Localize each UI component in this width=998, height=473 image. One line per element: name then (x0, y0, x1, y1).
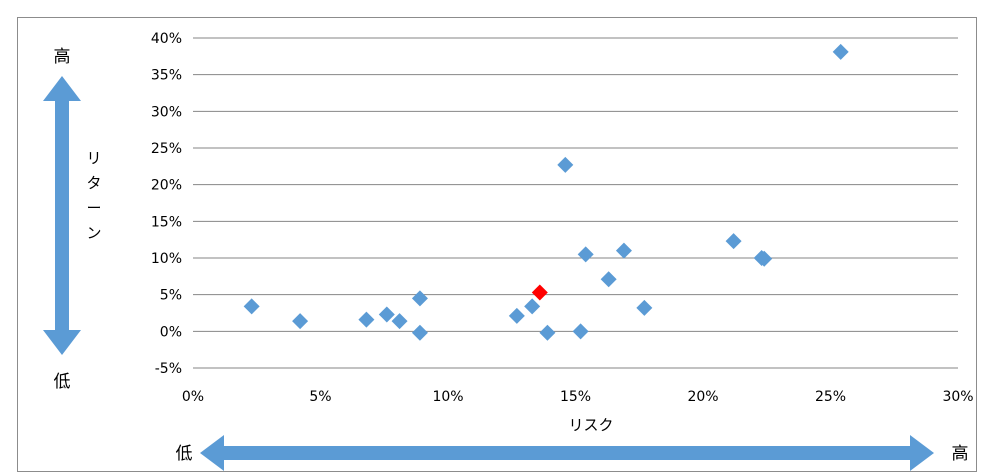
y-tick-label: 30% (151, 104, 182, 120)
x-tick-label: 30% (942, 389, 973, 405)
data-point (725, 233, 742, 250)
x-tick-label: 0% (182, 389, 204, 405)
data-point (832, 43, 849, 60)
x-tick-label: 25% (815, 389, 846, 405)
data-point (557, 156, 574, 173)
y-axis-arrow (43, 76, 81, 355)
x-axis-label: リスク (568, 416, 613, 434)
data-point (524, 298, 541, 315)
y-tick-labels: -5% 0% 5% 10% 15% 20% 25% 30% 35% 40% (151, 31, 182, 377)
data-point (577, 246, 594, 263)
x-tick-label: 5% (309, 389, 331, 405)
x-high-label: 高 (952, 444, 969, 464)
y-low-label: 低 (54, 372, 71, 392)
data-point (391, 313, 408, 330)
y-tick-label: 0% (160, 324, 182, 340)
data-point (292, 313, 309, 330)
x-tick-label: 10% (432, 389, 463, 405)
data-point (572, 323, 589, 340)
chart-frame (17, 17, 977, 472)
data-point (531, 284, 548, 301)
x-low-label: 低 (176, 444, 193, 464)
y-tick-label: -5% (155, 361, 182, 377)
y-axis-label: リターン (86, 149, 101, 242)
y-high-label: 高 (54, 47, 71, 67)
y-tick-label: 20% (151, 178, 182, 194)
gridlines (193, 37, 958, 369)
data-point (378, 306, 395, 323)
y-tick-label: 5% (160, 288, 182, 304)
data-point (600, 271, 617, 288)
x-tick-label: 15% (560, 389, 591, 405)
y-tick-label: 35% (151, 68, 182, 84)
data-point (636, 299, 653, 316)
y-tick-label: 15% (151, 214, 182, 230)
x-axis-arrow (200, 435, 934, 471)
data-point (411, 290, 428, 307)
data-point (615, 242, 632, 259)
data-points (243, 43, 849, 341)
data-point (539, 324, 556, 341)
data-point (756, 250, 773, 267)
x-tick-labels: 0% 5% 10% 15% 20% 25% 30% (182, 389, 974, 405)
data-point (411, 324, 428, 341)
data-point (243, 298, 260, 315)
y-tick-label: 25% (151, 141, 182, 157)
data-point (508, 307, 525, 324)
data-point (358, 311, 375, 328)
y-tick-label: 40% (151, 31, 182, 47)
x-tick-label: 20% (687, 389, 718, 405)
y-tick-label: 10% (151, 251, 182, 267)
